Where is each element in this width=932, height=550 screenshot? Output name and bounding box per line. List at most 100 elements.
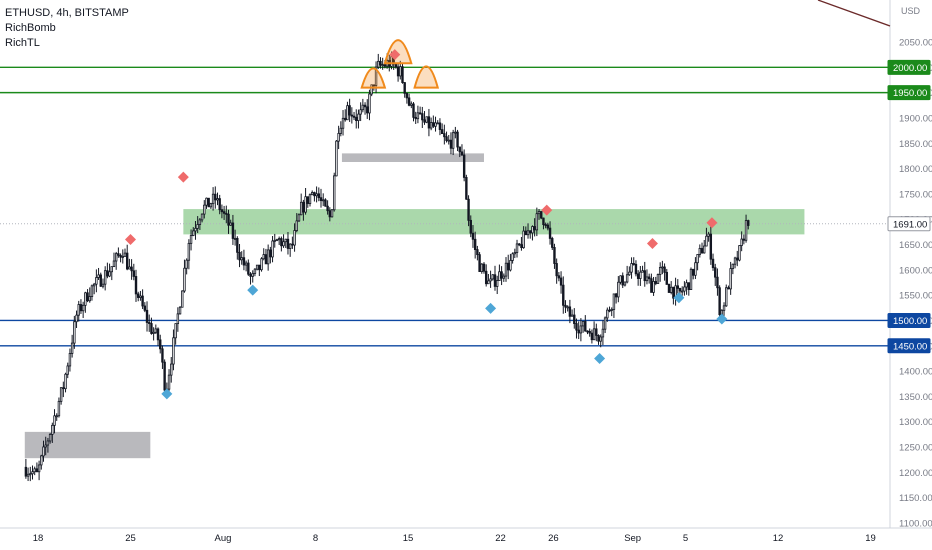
candle-body [639, 271, 642, 279]
candle-body [333, 175, 336, 211]
candle-body [328, 210, 332, 218]
candle-body [416, 112, 420, 120]
candle-body [617, 281, 620, 298]
candle-body [295, 220, 298, 231]
candle-body [645, 276, 649, 282]
candle-body [504, 262, 508, 277]
candle-body [159, 339, 162, 350]
candle-body [619, 275, 622, 283]
candle-body [319, 197, 323, 202]
candle-body [31, 471, 34, 475]
candle-body [555, 263, 558, 277]
candle-body [284, 238, 287, 243]
candle-body [77, 304, 80, 316]
candle-body [394, 63, 398, 68]
head-shoulders-arc [383, 39, 413, 65]
candle-body [29, 473, 32, 476]
price-tick-label: 1400.00 [899, 367, 932, 378]
candle-body [238, 251, 241, 261]
legend-indicator-richtl[interactable]: RichTL [5, 37, 40, 49]
resistance-price-label-text: 1950.00 [893, 88, 927, 99]
candle-body [170, 363, 173, 376]
candle-body [222, 211, 226, 214]
candle-body [692, 268, 695, 276]
candle-body [288, 243, 292, 249]
candle-body [183, 267, 186, 292]
candle-body [518, 243, 521, 246]
candle-body [535, 213, 539, 231]
bottom-marker [485, 302, 497, 314]
candle-body [271, 240, 274, 258]
candle-body [731, 263, 735, 269]
candle-body [636, 273, 640, 279]
candle-body [742, 238, 746, 241]
candle-body [579, 325, 583, 334]
candle-body [330, 209, 334, 218]
candle-body [103, 270, 107, 285]
candle-body [562, 284, 565, 306]
candle-body [722, 305, 726, 311]
candle-body [249, 273, 252, 277]
legend-indicator-richbomb[interactable]: RichBomb [5, 22, 56, 34]
candle-body [185, 259, 188, 269]
candle-body [432, 122, 435, 127]
candle-body [542, 217, 545, 226]
candle-body [24, 466, 28, 477]
candle-body [350, 114, 354, 117]
chart-legend: ETHUSD, 4h, BITSTAMP RichBomb RichTL [5, 6, 129, 51]
candle-body [86, 292, 89, 302]
candle-body [634, 263, 638, 275]
candle-body [707, 233, 710, 237]
candle-body [425, 116, 428, 123]
candle-body [88, 296, 91, 302]
candle-body [37, 464, 41, 473]
candle-body [471, 232, 475, 240]
candle-body [581, 321, 585, 327]
candle-body [414, 116, 417, 120]
time-tick-label: 18 [33, 533, 44, 544]
resistance-price-label: 2000.00 [887, 59, 931, 75]
candle-body [656, 274, 660, 284]
candle-body [537, 211, 541, 215]
resistance-price-label: 1950.00 [887, 85, 931, 101]
candle-body [161, 348, 164, 363]
candle-body [368, 93, 371, 114]
price-tick-label: 2050.00 [899, 38, 932, 49]
candle-body [700, 248, 704, 254]
candle-body [258, 264, 261, 271]
candle-body [240, 257, 243, 261]
candle-body [714, 267, 717, 278]
price-tick-label: 1300.00 [899, 417, 932, 428]
candle-body [106, 270, 109, 277]
candle-body [306, 196, 309, 204]
candle-body [48, 434, 52, 442]
candle-body [540, 211, 543, 219]
candle-body [357, 113, 360, 121]
bottom-marker [716, 313, 728, 325]
support-price-label-bg [887, 312, 931, 328]
candle-body [44, 444, 47, 448]
candle-body [379, 60, 382, 66]
bottom-marker [161, 388, 173, 400]
candle-body [262, 254, 265, 260]
top-marker [177, 171, 189, 183]
candle-body [322, 199, 325, 202]
candle-body [341, 117, 345, 129]
candle-body [577, 329, 580, 334]
candle-body [84, 292, 87, 306]
candle-body [548, 227, 552, 239]
candle-body [266, 249, 270, 265]
candle-body [476, 249, 479, 256]
candle-body [491, 274, 494, 280]
candle-body [200, 213, 204, 221]
candle-body [242, 257, 246, 266]
candle-body [434, 122, 437, 127]
candle-body [381, 64, 384, 67]
candle-body [176, 313, 180, 325]
time-tick-label: Sep [624, 533, 641, 544]
candle-body [652, 281, 655, 293]
candle-body [599, 336, 602, 342]
candle-body [484, 270, 488, 285]
candle-body [685, 282, 688, 288]
